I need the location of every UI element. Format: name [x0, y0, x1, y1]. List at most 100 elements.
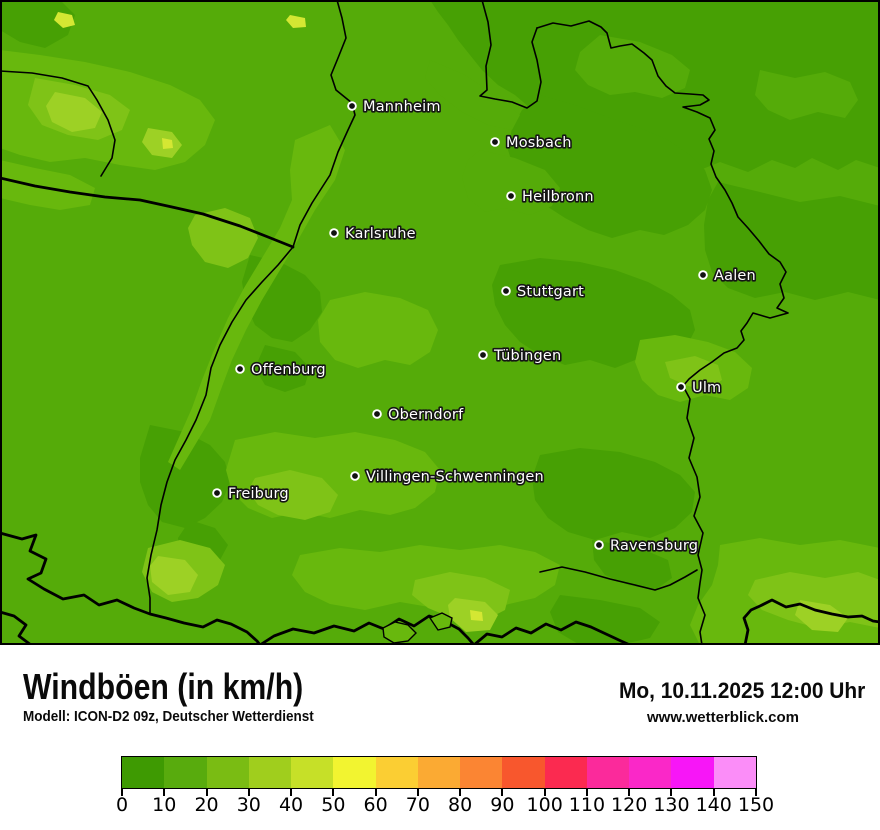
lake-outline	[428, 612, 453, 631]
terrain-patch	[550, 595, 660, 645]
colorbar-tick-label-40: 40	[278, 794, 304, 816]
map-datetime: Mo, 10.11.2025 12:00 Uhr	[618, 678, 865, 703]
lake-outline	[382, 621, 417, 644]
terrain-patch	[0, 160, 95, 210]
colorbar-tick	[121, 789, 123, 796]
city-stuttgart: Stuttgart	[501, 282, 586, 302]
border-bodensee-north	[539, 566, 698, 591]
border-austria	[742, 598, 880, 645]
city-marker-dot	[508, 193, 514, 199]
map-frame	[0, 0, 880, 645]
city-label-villingen-schwenningen: Villingen-Schwenningen	[366, 469, 544, 485]
terrain-patch	[704, 182, 880, 300]
city-marker-dot	[349, 103, 355, 109]
colorbar-tick	[247, 789, 250, 796]
city-label-ravensburg: Ravensburg	[610, 538, 698, 554]
terrain-patch	[575, 35, 690, 98]
colorbar-segment-140-150	[713, 757, 756, 788]
city-marker-dot	[374, 411, 380, 417]
colorbar-tick	[163, 789, 166, 796]
colorbar-tick	[459, 789, 462, 796]
colorbar-tick-label-110: 110	[568, 794, 606, 816]
border-france	[0, 176, 295, 249]
city-label-mannheim: Mannheim	[363, 99, 441, 115]
colorbar-tick	[332, 789, 335, 796]
border-untersee	[472, 620, 632, 645]
website-text: www.wetterblick.com	[647, 709, 799, 726]
city-label-oberndorf: Oberndorf	[388, 407, 464, 423]
city-heilbronn: Heilbronn	[506, 187, 595, 207]
border-rhine-west	[146, 0, 356, 615]
model-info: Modell: ICON-D2 09z, Deutscher Wetterdie…	[23, 708, 314, 725]
city-aalen: Aalen	[698, 266, 757, 286]
colorbar-segment-50-60	[333, 757, 376, 788]
colorbar-tick	[543, 789, 546, 796]
colorbar-tick-label-90: 90	[490, 794, 515, 816]
colorbar-ticks	[121, 789, 757, 797]
city-marker-dot	[352, 473, 358, 479]
colorbar-tick-label-150: 150	[737, 794, 775, 816]
colorbar-tick-label-20: 20	[194, 794, 219, 816]
colorbar-tick-label-70: 70	[405, 794, 430, 816]
city-label-freiburg: Freiburg	[228, 486, 289, 502]
city-marker-dot	[214, 490, 220, 496]
colorbar-segment-110-120	[586, 757, 630, 788]
colorbar-tick	[205, 789, 208, 796]
city-label-offenburg: Offenburg	[251, 362, 326, 378]
border-jura	[0, 610, 33, 645]
colorbar-tick-label-0: 0	[115, 794, 129, 816]
colorbar-tick-label-130: 130	[653, 794, 690, 816]
colorbar-tick-label-100: 100	[526, 794, 563, 816]
colorbar-tick-label-140: 140	[695, 794, 732, 816]
city-villingen-schwenningen: Villingen-Schwenningen	[350, 467, 545, 487]
city-karlsruhe: Karlsruhe	[329, 224, 417, 244]
terrain-patch	[142, 128, 182, 158]
terrain-patch	[150, 556, 198, 595]
terrain-patch	[248, 470, 338, 520]
city-mannheim: Mannheim	[347, 97, 442, 117]
wind-gust-map: Mannheim Mosbach Heilbronn Karlsruhe Aalen St…	[0, 0, 880, 645]
terrain-patch	[318, 292, 438, 368]
city-label-heilbronn: Heilbronn	[522, 189, 594, 205]
colorbar-tick	[755, 789, 757, 796]
terrain-patch	[255, 345, 310, 392]
colorbar-tick	[628, 789, 631, 796]
city-markers: Mannheim Mosbach Heilbronn Karlsruhe Aalen St…	[212, 97, 757, 556]
terrain-patch	[54, 12, 75, 28]
terrain-patch	[425, 60, 520, 130]
colorbar-tick-label-120: 120	[611, 794, 648, 816]
colorbar-segment-60-70	[375, 757, 418, 788]
terrain-patch	[748, 572, 880, 628]
city-marker-dot	[700, 272, 706, 278]
colorbar-tick-label-60: 60	[363, 794, 388, 816]
city-label-ulm: Ulm	[692, 380, 721, 396]
terrain-patch	[0, 0, 75, 48]
terrain-medium-patches	[425, 35, 858, 215]
colorbar-segment-130-140	[671, 757, 714, 788]
border-switzerland	[0, 531, 262, 645]
colorbar-tick	[501, 789, 504, 796]
country-state-borders	[0, 0, 880, 645]
terrain-patch	[592, 540, 672, 590]
city-marker-dot	[480, 352, 486, 358]
city-marker-dot	[237, 366, 243, 372]
city-ravensburg: Ravensburg	[594, 536, 700, 556]
city-marker-dot	[678, 384, 684, 390]
colorbar-segment-70-80	[417, 757, 461, 788]
city-marker-dot	[503, 288, 509, 294]
colorbar-segment-120-130	[629, 757, 672, 788]
terrain-patch	[188, 208, 258, 268]
colorbar-segment-10-20	[164, 757, 207, 788]
colorbar-segment-0-10	[122, 757, 165, 788]
terrain-light-patches	[0, 12, 880, 645]
city-t-bingen: Tübingen	[478, 346, 563, 366]
colorbar-tick-label-10: 10	[152, 794, 177, 816]
city-label-stuttgart: Stuttgart	[517, 284, 584, 300]
colorbar-tick	[374, 789, 377, 796]
terrain-patch	[168, 125, 345, 470]
colorbar	[121, 756, 757, 789]
city-offenburg: Offenburg	[235, 360, 327, 380]
terrain-patch	[286, 15, 306, 28]
colorbar-segment-30-40	[248, 757, 292, 788]
colorbar-tick-label-80: 80	[448, 794, 473, 816]
